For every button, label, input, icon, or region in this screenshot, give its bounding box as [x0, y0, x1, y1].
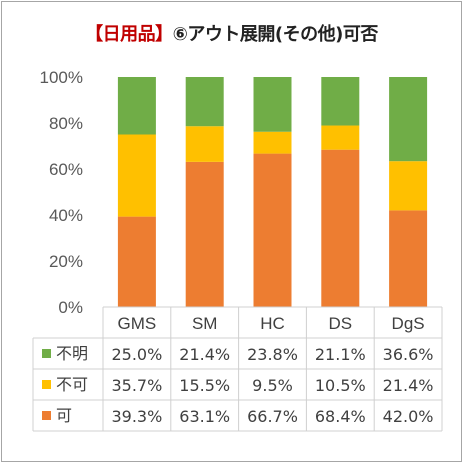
data-label: 36.6% — [383, 345, 434, 364]
y-tick-label: 80% — [49, 114, 83, 133]
legend-swatch-不明 — [42, 349, 51, 358]
data-label: 39.3% — [111, 407, 162, 426]
legend-swatch-不可 — [42, 380, 51, 389]
bar-segment-GMS-可 — [117, 216, 156, 307]
data-label: 23.8% — [247, 345, 298, 364]
data-label: 9.5% — [252, 376, 293, 395]
data-label: 21.4% — [179, 345, 230, 364]
bar-segment-HC-可 — [253, 153, 292, 307]
bars — [117, 77, 428, 307]
bar-segment-GMS-不明 — [117, 77, 156, 135]
y-tick-label: 20% — [49, 252, 83, 271]
y-axis: 0% 20% 40% 60% 80% 100% — [40, 68, 83, 317]
data-label: 35.7% — [111, 376, 162, 395]
bar-segment-DgS-可 — [389, 210, 428, 307]
x-category-label: DS — [328, 314, 352, 333]
bar-segment-SM-可 — [185, 161, 224, 307]
bar-segment-GMS-不可 — [117, 134, 156, 217]
data-label: 68.4% — [315, 407, 366, 426]
y-tick-label: 40% — [49, 206, 83, 225]
bar-segment-DS-不可 — [321, 125, 360, 150]
legend-label: 不可 — [56, 375, 88, 394]
x-category-label: SM — [192, 314, 218, 333]
y-tick-label: 100% — [40, 68, 83, 87]
bar-segment-DS-不明 — [321, 77, 360, 126]
bar-segment-SM-不可 — [185, 126, 224, 162]
chart-title-tag: 【日用品】 — [85, 24, 173, 45]
bar-segment-SM-不明 — [185, 77, 224, 127]
data-label: 15.5% — [179, 376, 230, 395]
data-label: 21.1% — [315, 345, 366, 364]
bar-segment-DgS-不可 — [389, 161, 428, 211]
y-tick-label: 60% — [49, 160, 83, 179]
x-category-label: HC — [260, 314, 285, 333]
y-tick-label: 0% — [58, 298, 83, 317]
data-label: 10.5% — [315, 376, 366, 395]
x-category-label: GMS — [118, 314, 157, 333]
legend-label: 可 — [56, 406, 72, 425]
data-label: 63.1% — [179, 407, 230, 426]
legend-label: 不明 — [56, 344, 88, 363]
bar-segment-DS-可 — [321, 149, 360, 307]
data-label: 21.4% — [383, 376, 434, 395]
x-category-label: DgS — [392, 314, 425, 333]
bar-segment-HC-不明 — [253, 77, 292, 132]
bar-segment-DgS-不明 — [389, 77, 428, 162]
chart-title: 【日用品】⑥アウト展開(その他)可否 — [0, 20, 463, 46]
bar-segment-HC-不可 — [253, 131, 292, 154]
data-table: GMS SM HC DS DgS 不明 25.0% 21.4% 23.8% 21.1% 36.6% 不… — [32, 306, 443, 432]
data-label: 25.0% — [111, 345, 162, 364]
data-label: 42.0% — [383, 407, 434, 426]
legend-swatch-可 — [42, 411, 51, 420]
data-label: 66.7% — [247, 407, 298, 426]
chart-title-text: ⑥アウト展開(その他)可否 — [172, 24, 379, 45]
